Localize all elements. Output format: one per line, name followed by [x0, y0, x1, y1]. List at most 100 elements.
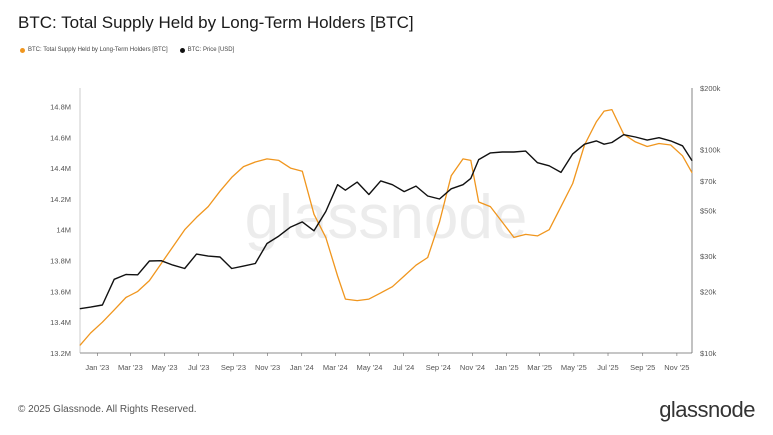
data-point-lth-supply: [368, 298, 370, 300]
data-point-lth-supply: [427, 257, 429, 258]
data-point-lth-supply: [403, 275, 405, 277]
data-point-price: [403, 191, 405, 193]
data-point-lth-supply: [196, 217, 197, 218]
y-right-tick-label: $10k: [700, 349, 717, 358]
data-point-price: [290, 226, 291, 228]
data-point-lth-supply: [149, 280, 150, 281]
data-point-price: [266, 243, 268, 244]
data-point-lth-supply: [337, 275, 338, 277]
data-point-lth-supply: [160, 263, 162, 264]
x-tick-label: Sep '23: [221, 363, 246, 372]
data-point-lth-supply: [595, 121, 597, 123]
data-point-lth-supply: [525, 234, 527, 235]
x-tick-label: Sep '25: [630, 363, 655, 372]
x-tick-label: Mar '24: [323, 363, 348, 372]
x-tick-label: Jul '25: [597, 363, 618, 372]
y-right-tick-label: $200k: [700, 84, 721, 93]
data-point-lth-supply: [207, 206, 209, 208]
data-point-price: [548, 165, 550, 167]
data-point-lth-supply: [278, 160, 280, 161]
y-right-tick-label: $50k: [700, 207, 717, 216]
data-point-price: [90, 306, 91, 308]
y-left-tick-label: 13.2M: [50, 349, 71, 358]
data-point-price: [537, 162, 538, 164]
data-point-price: [572, 153, 574, 155]
data-point-price: [301, 221, 303, 223]
data-point-price: [368, 194, 370, 195]
data-point-lth-supply: [450, 175, 452, 177]
watermark: glassnode: [245, 183, 528, 252]
data-point-lth-supply: [439, 221, 440, 223]
data-point-price: [113, 278, 115, 280]
data-point-lth-supply: [415, 264, 417, 266]
x-tick-label: Nov '25: [664, 363, 689, 372]
chart-title: BTC: Total Supply Held by Long-Term Hold…: [18, 13, 414, 32]
data-point-lth-supply: [670, 144, 672, 146]
data-point-lth-supply: [537, 235, 538, 237]
data-point-lth-supply: [691, 172, 693, 174]
y-left-tick-label: 14.6M: [50, 133, 71, 142]
data-point-lth-supply: [254, 161, 256, 163]
data-point-price: [345, 189, 346, 191]
data-point-price: [337, 184, 338, 186]
data-point-price: [356, 181, 358, 183]
data-point-price: [560, 172, 562, 173]
y-left-tick-label: 14.4M: [50, 164, 71, 173]
data-point-lth-supply: [572, 183, 574, 184]
x-tick-label: Nov '24: [460, 363, 485, 372]
data-point-lth-supply: [125, 297, 127, 298]
data-point-price: [513, 151, 515, 153]
data-point-lth-supply: [646, 146, 648, 147]
data-point-price: [172, 264, 174, 266]
data-point-price: [595, 140, 597, 142]
x-tick-label: Mar '23: [118, 363, 143, 372]
data-point-lth-supply: [137, 291, 139, 292]
data-point-price: [415, 185, 417, 187]
data-point-price: [243, 265, 244, 267]
data-point-price: [184, 268, 186, 269]
data-point-price: [470, 178, 472, 179]
data-point-price: [427, 195, 429, 197]
data-point-lth-supply: [462, 158, 464, 160]
data-point-price: [254, 263, 256, 264]
data-point-price: [219, 256, 221, 258]
data-point-lth-supply: [345, 298, 346, 300]
data-point-lth-supply: [90, 332, 91, 334]
data-point-lth-supply: [301, 170, 303, 172]
data-point-lth-supply: [478, 201, 480, 203]
data-point-lth-supply: [603, 110, 605, 112]
data-point-price: [196, 253, 197, 255]
data-point-lth-supply: [682, 155, 683, 157]
data-point-lth-supply: [380, 292, 382, 294]
data-point-price: [102, 304, 103, 306]
x-tick-label: May '23: [152, 363, 178, 372]
data-point-price: [278, 235, 280, 237]
glassnode-logo[interactable]: glassnode: [659, 397, 755, 422]
data-point-lth-supply: [513, 237, 515, 238]
y-left-tick-label: 13.4M: [50, 318, 71, 327]
data-point-lth-supply: [266, 158, 268, 160]
data-point-price: [325, 211, 327, 212]
y-left-tick-label: 14.8M: [50, 102, 71, 111]
data-point-price: [450, 188, 452, 190]
data-point-price: [682, 145, 683, 147]
data-point-price: [380, 180, 382, 182]
data-point-price: [478, 159, 480, 161]
data-point-lth-supply: [231, 177, 233, 178]
data-point-price: [392, 184, 393, 186]
data-point-price: [635, 136, 636, 138]
data-point-price: [490, 152, 491, 154]
data-point-price: [462, 184, 464, 186]
legend-item-price[interactable]: BTC: Price [USD]: [179, 47, 234, 53]
y-right-tick-label: $100k: [700, 145, 721, 154]
data-point-price: [623, 134, 625, 136]
data-point-price: [670, 140, 672, 142]
chart-legend: BTC: Total Supply Held by Long-Term Hold…: [20, 47, 234, 53]
y-right-tick-label: $20k: [700, 288, 717, 297]
data-point-price: [525, 150, 527, 152]
data-point-price: [501, 151, 503, 153]
data-point-price: [79, 308, 81, 310]
data-point-lth-supply: [219, 190, 221, 192]
legend-item-lth-supply[interactable]: BTC: Total Supply Held by Long-Term Hold…: [20, 47, 168, 53]
data-point-lth-supply: [313, 213, 315, 215]
